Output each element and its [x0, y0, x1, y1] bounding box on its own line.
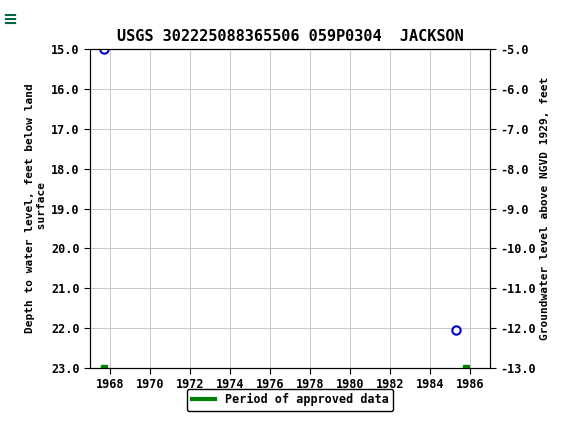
Title: USGS 302225088365506 059P0304  JACKSON: USGS 302225088365506 059P0304 JACKSON	[117, 29, 463, 44]
Y-axis label: Groundwater level above NGVD 1929, feet: Groundwater level above NGVD 1929, feet	[541, 77, 550, 340]
Legend: Period of approved data: Period of approved data	[187, 389, 393, 411]
Y-axis label: Depth to water level, feet below land
 surface: Depth to water level, feet below land su…	[25, 84, 47, 333]
Text: USGS: USGS	[15, 11, 66, 29]
Text: ≡: ≡	[2, 11, 17, 29]
Bar	[0, 0, 42, 40]
